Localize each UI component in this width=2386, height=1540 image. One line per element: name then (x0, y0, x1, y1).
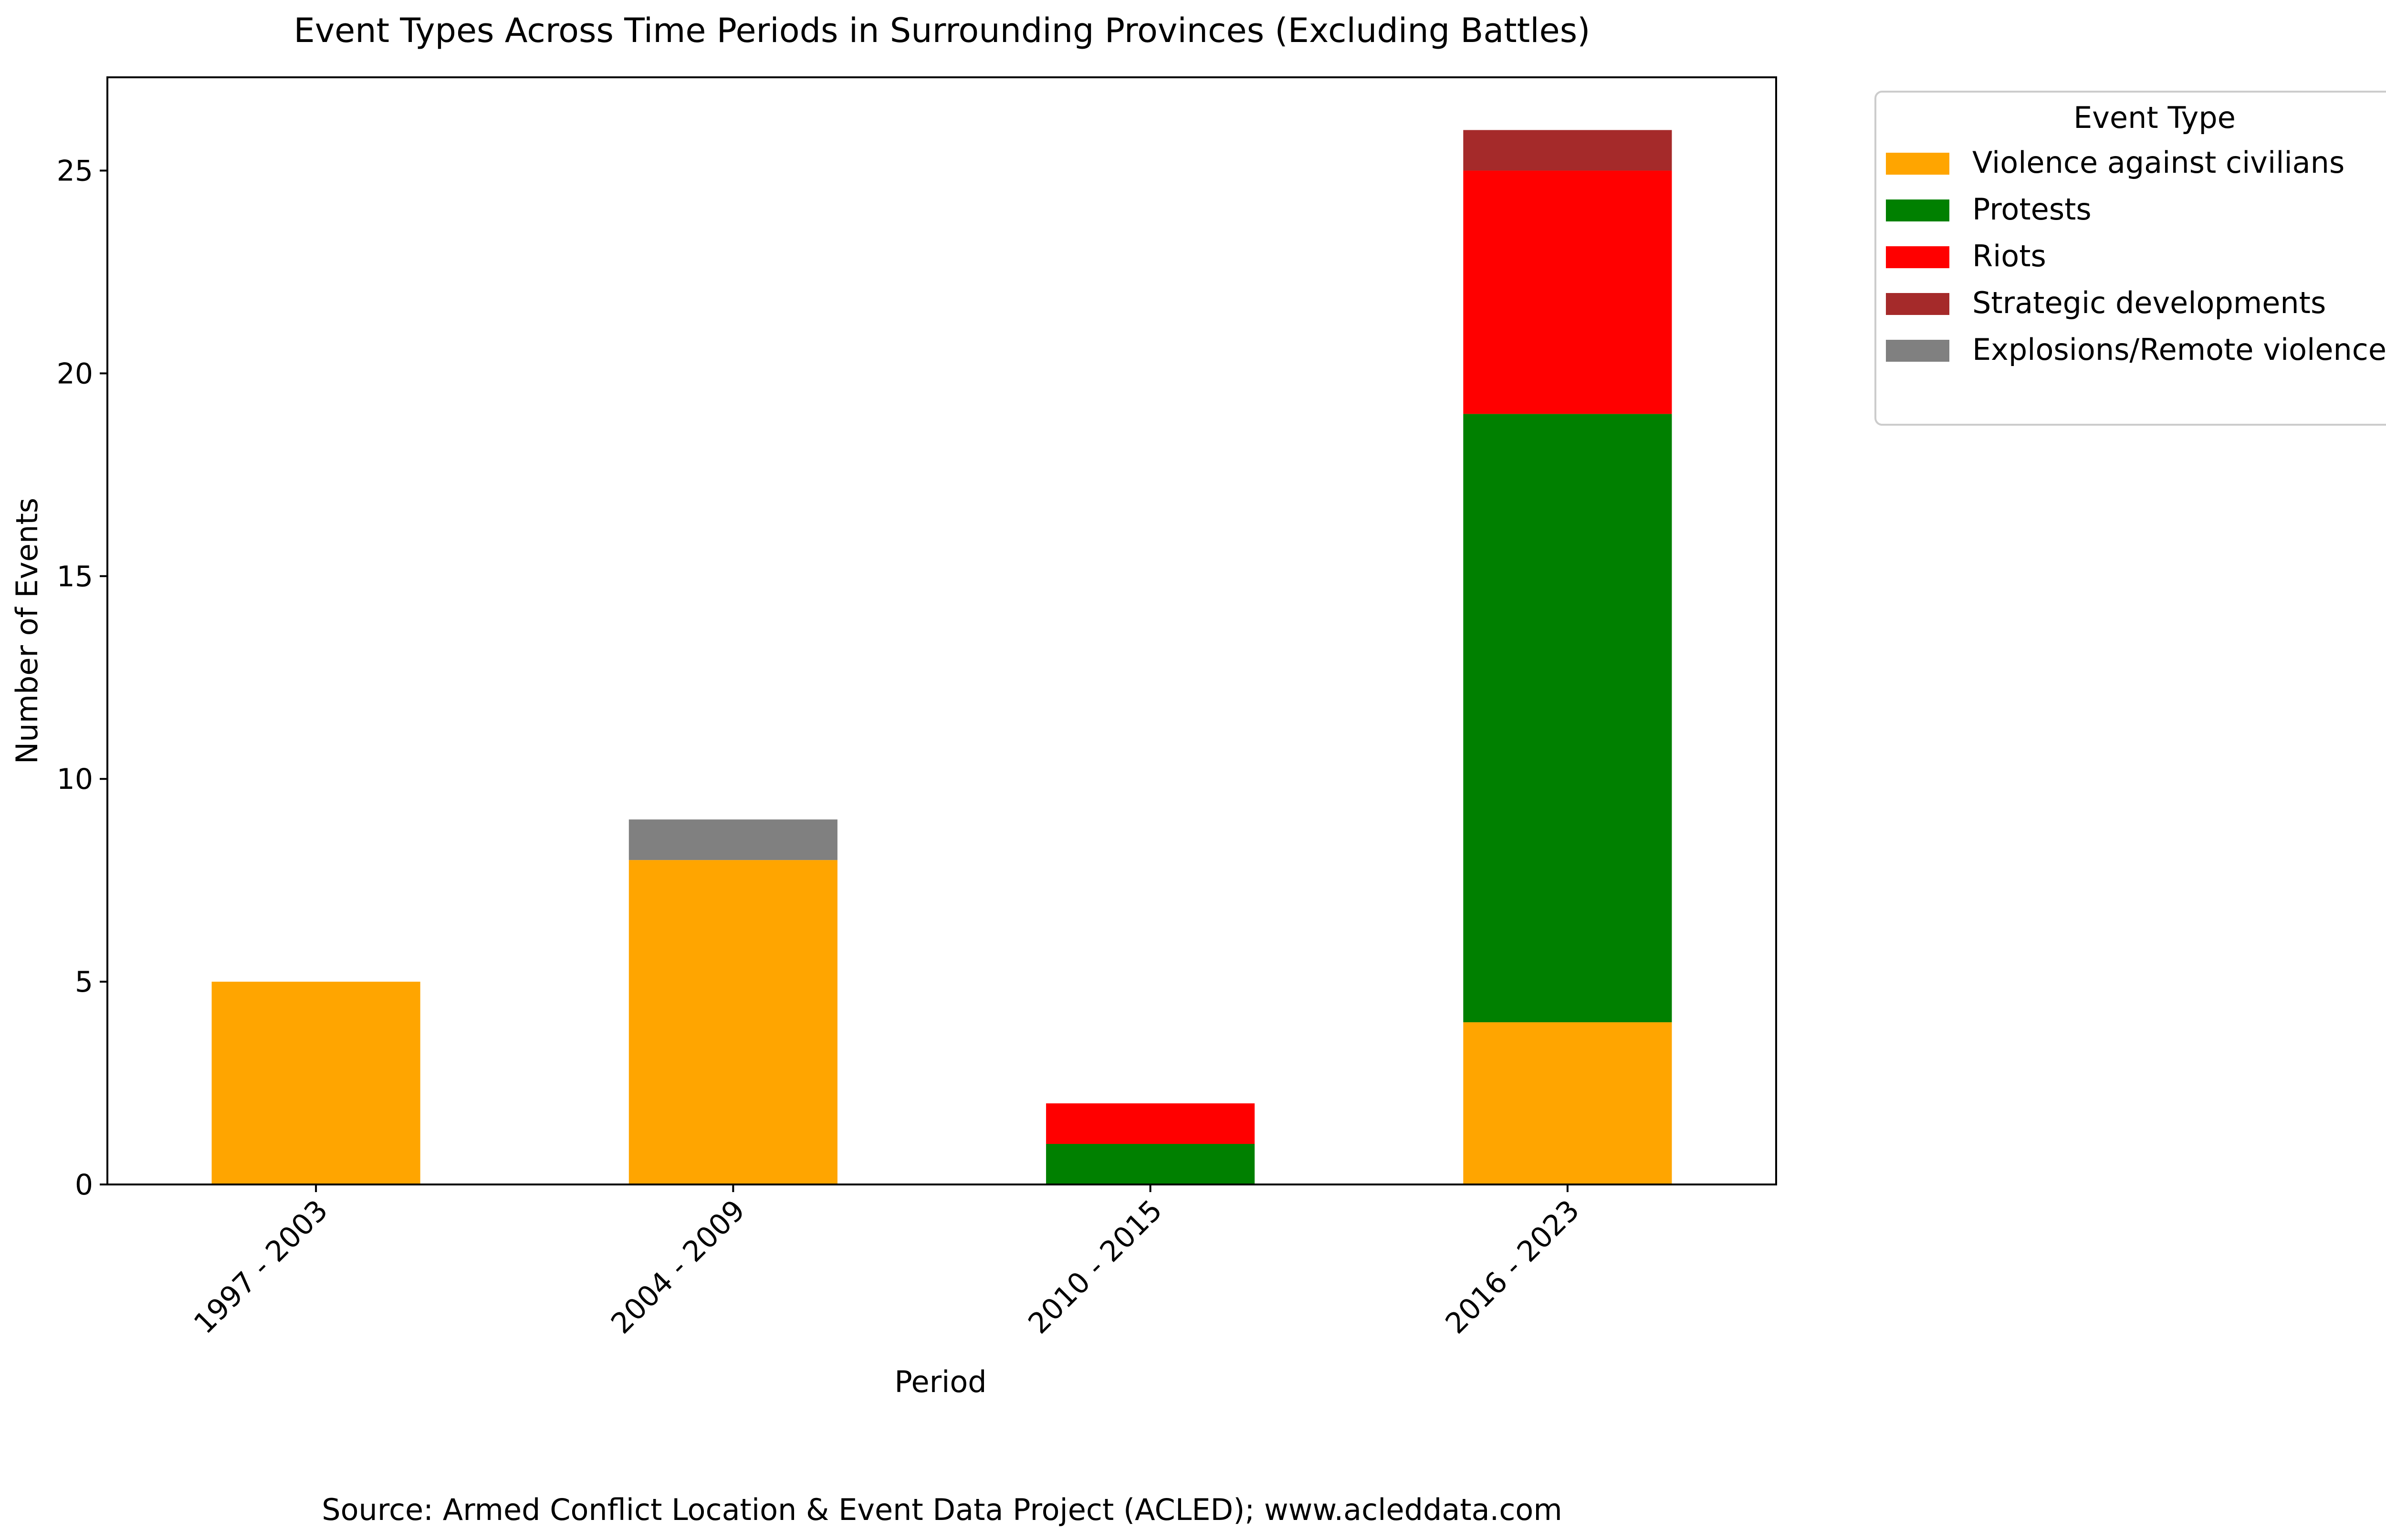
legend: Event Type Violence against civilians Pro… (1874, 91, 2386, 426)
chart-title: Event Types Across Time Periods in Surro… (293, 11, 1590, 50)
bar-2016-2023-violence-against-civilians (1463, 1022, 1672, 1184)
bar-2016-2023-riots (1463, 170, 1672, 414)
x-axis-label: Period (894, 1364, 986, 1399)
y-tick-label: 20 (57, 357, 93, 390)
legend-label: Violence against civilians (1972, 145, 2344, 180)
bar-2004-2009-violence-against-civilians (628, 860, 837, 1184)
legend-label: Explosions/Remote violence (1972, 332, 2386, 367)
bars-layer (211, 130, 1672, 1184)
source-note: Source: Armed Conflict Location & Event … (322, 1492, 1562, 1527)
plot-frame (106, 76, 1777, 1185)
legend-items: Violence against civilians Protests Riots S… (1886, 145, 2386, 367)
legend-label: Protests (1972, 192, 2092, 227)
legend-label: Riots (1972, 239, 2046, 273)
legend-swatch (1886, 199, 1949, 221)
y-axis-label: Number of Events (10, 498, 44, 764)
legend-label: Strategic developments (1972, 285, 2326, 320)
bar-1997-2003-violence-against-civilians (211, 982, 420, 1184)
legend-swatch (1886, 293, 1949, 315)
legend-swatch (1886, 340, 1949, 362)
legend-title: Event Type (2073, 100, 2236, 135)
y-tick-label: 15 (57, 560, 93, 593)
y-axis: 0 5 10 15 20 25 (57, 154, 107, 1202)
bar-2016-2023-protests (1463, 414, 1672, 1023)
legend-frame (1874, 91, 2386, 426)
y-tick-label: 25 (57, 154, 93, 188)
bar-2010-2015-protests (1046, 1144, 1255, 1184)
y-tick-label: 0 (75, 1168, 93, 1202)
y-tick-label: 5 (75, 965, 93, 999)
legend-swatch (1886, 153, 1949, 175)
bar-2016-2023-strategic-developments (1463, 130, 1672, 171)
legend-swatch (1886, 246, 1949, 268)
bar-2004-2009-explosions-remote-violence (628, 819, 837, 860)
bar-2010-2015-riots (1046, 1103, 1255, 1144)
y-tick-label: 10 (57, 763, 93, 796)
